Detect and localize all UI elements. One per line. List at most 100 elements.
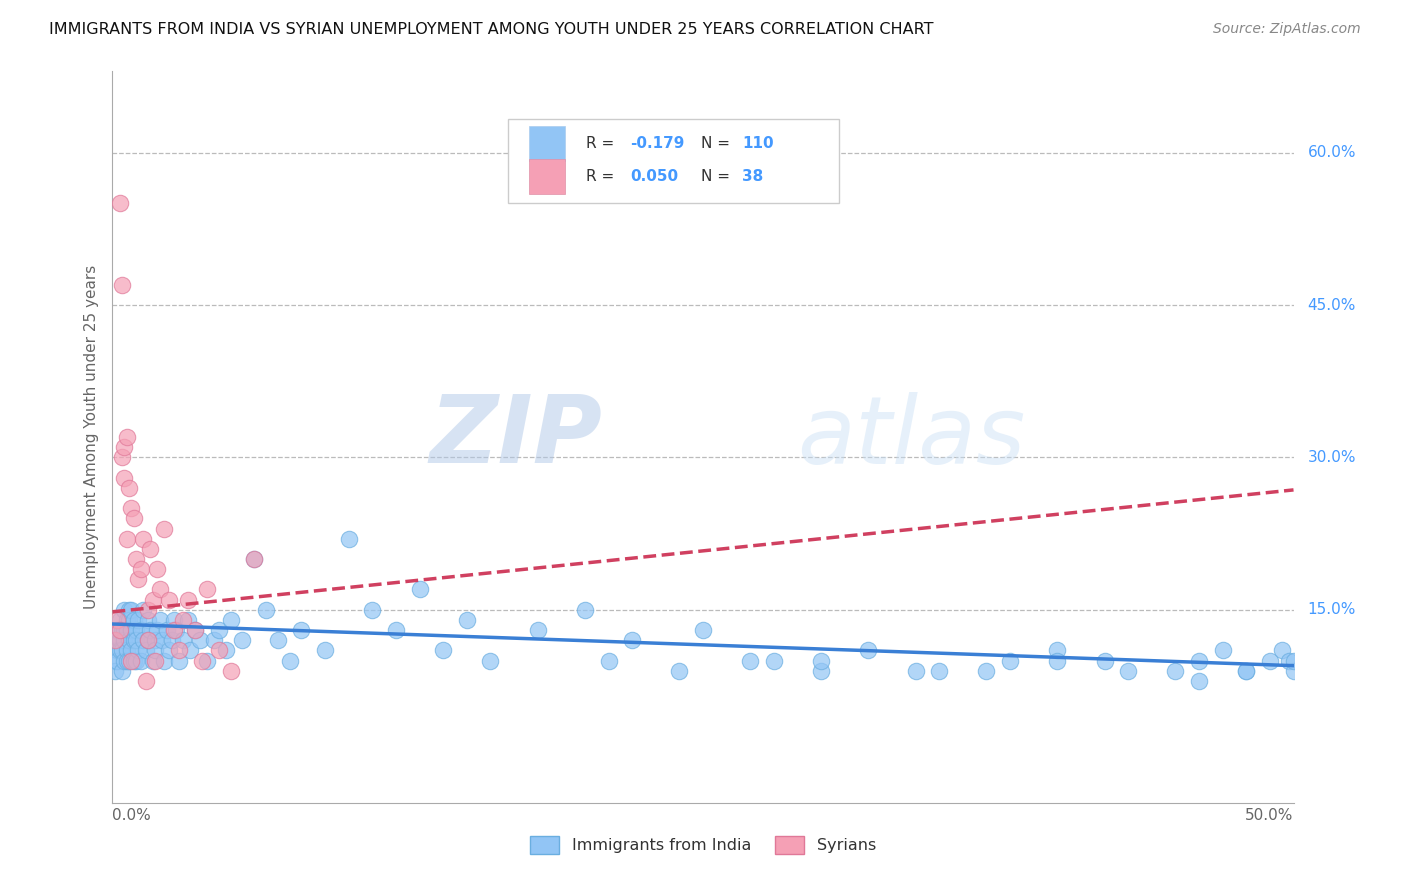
Point [105, 643, 128, 657]
Point [115, 654, 138, 668]
Point [184, 623, 207, 637]
Point [231, 633, 253, 648]
Point [1282, 664, 1305, 678]
Point [129, 623, 152, 637]
Point [104, 633, 127, 648]
Point [118, 654, 141, 668]
Point [1234, 664, 1257, 678]
Point [118, 633, 141, 648]
Point [278, 654, 301, 668]
Point [122, 511, 145, 525]
Point [1094, 654, 1116, 668]
Point [219, 613, 242, 627]
Point [810, 654, 832, 668]
Point [191, 654, 214, 668]
Text: N =: N = [700, 136, 734, 152]
Point [120, 501, 142, 516]
Point [998, 654, 1021, 668]
Point [112, 603, 135, 617]
Point [108, 196, 131, 211]
Text: IMMIGRANTS FROM INDIA VS SYRIAN UNEMPLOYMENT AMONG YOUTH UNDER 25 YEARS CORRELAT: IMMIGRANTS FROM INDIA VS SYRIAN UNEMPLOY… [49, 22, 934, 37]
Point [167, 643, 190, 657]
Point [115, 643, 138, 657]
Point [136, 603, 159, 617]
Point [115, 532, 138, 546]
FancyBboxPatch shape [508, 119, 839, 203]
Point [115, 613, 138, 627]
Point [105, 654, 128, 668]
Text: 0.0%: 0.0% [112, 808, 152, 823]
Text: R =: R = [586, 169, 619, 184]
Point [163, 613, 186, 627]
Point [127, 572, 149, 586]
Point [149, 613, 172, 627]
Point [104, 654, 127, 668]
Point [120, 623, 142, 637]
Point [120, 654, 142, 668]
Point [139, 541, 162, 556]
Point [904, 664, 927, 678]
Point [361, 603, 384, 617]
Point [202, 633, 225, 648]
Point [621, 633, 644, 648]
Point [143, 633, 166, 648]
Point [290, 623, 312, 637]
Text: 15.0%: 15.0% [1308, 602, 1355, 617]
Point [125, 623, 148, 637]
Point [143, 654, 166, 668]
Point [668, 664, 690, 678]
Point [149, 582, 172, 597]
Point [810, 664, 832, 678]
Point [179, 643, 201, 657]
Point [163, 623, 186, 637]
Point [129, 654, 152, 668]
Point [153, 654, 176, 668]
Point [1188, 654, 1211, 668]
Point [243, 552, 266, 566]
Point [108, 633, 131, 648]
Text: Source: ZipAtlas.com: Source: ZipAtlas.com [1213, 22, 1361, 37]
Point [157, 592, 180, 607]
Point [479, 654, 502, 668]
Text: 50.0%: 50.0% [1246, 808, 1294, 823]
Point [1271, 643, 1294, 657]
Point [108, 623, 131, 637]
Point [195, 582, 218, 597]
Point [125, 633, 148, 648]
Point [136, 613, 159, 627]
Point [108, 613, 131, 627]
Point [127, 643, 149, 657]
Point [132, 532, 155, 546]
Point [1212, 643, 1234, 657]
Point [165, 623, 187, 637]
Point [740, 654, 762, 668]
Point [132, 633, 155, 648]
Point [111, 664, 134, 678]
Legend: Immigrants from India, Syrians: Immigrants from India, Syrians [524, 830, 882, 861]
Point [142, 592, 165, 607]
Point [1164, 664, 1187, 678]
Point [112, 471, 135, 485]
Point [120, 603, 142, 617]
Point [526, 623, 548, 637]
Point [112, 440, 135, 454]
Point [762, 654, 785, 668]
Point [858, 643, 880, 657]
Point [1278, 654, 1301, 668]
Point [167, 654, 190, 668]
Point [118, 481, 141, 495]
Point [115, 430, 138, 444]
Point [456, 613, 478, 627]
Point [146, 562, 169, 576]
Point [976, 664, 998, 678]
Point [111, 277, 134, 292]
Point [254, 603, 277, 617]
Point [408, 582, 430, 597]
Text: N =: N = [700, 169, 734, 184]
Text: R =: R = [586, 136, 619, 152]
Point [111, 643, 134, 657]
Point [172, 613, 194, 627]
FancyBboxPatch shape [530, 159, 565, 194]
Point [142, 654, 165, 668]
Point [188, 633, 211, 648]
